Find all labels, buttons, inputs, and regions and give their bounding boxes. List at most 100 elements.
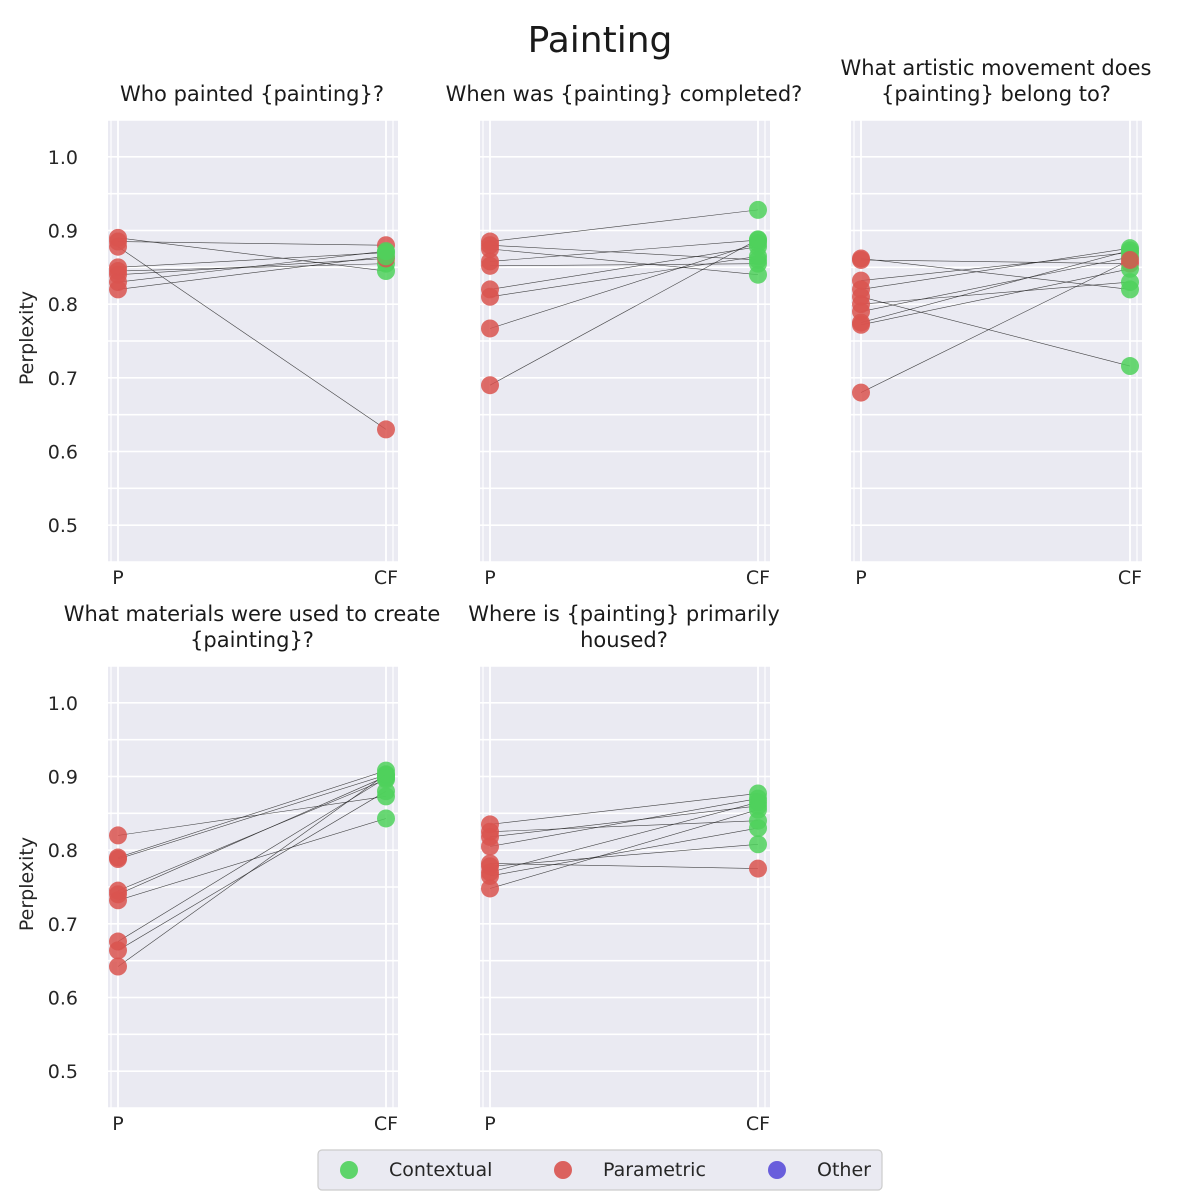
panel-title: Where is {painting} primarily bbox=[468, 602, 780, 626]
pair-line bbox=[489, 209, 759, 242]
pair-line bbox=[117, 776, 387, 895]
pair-line bbox=[489, 827, 759, 877]
pair-line bbox=[489, 793, 759, 825]
panels: Who painted {painting}? 0.5 0.6 0.7 0.8 0.9 1.… bbox=[16, 56, 1151, 1135]
pair-line bbox=[489, 239, 759, 386]
pair-line bbox=[117, 796, 387, 836]
point-p-parametric bbox=[109, 941, 127, 960]
point-cf-contextual bbox=[749, 835, 767, 854]
x-tick-label: P bbox=[112, 1113, 123, 1135]
point-p-parametric bbox=[109, 850, 127, 869]
legend-label-other: Other bbox=[817, 1159, 871, 1181]
legend-label-parametric: Parametric bbox=[603, 1159, 706, 1181]
y-tick-label: 0.5 bbox=[48, 515, 78, 537]
point-cf-parametric bbox=[749, 859, 767, 878]
y-tick-label: 0.7 bbox=[48, 914, 78, 936]
point-cf-contextual bbox=[749, 800, 767, 819]
x-tick-label: P bbox=[484, 1113, 495, 1135]
x-tick-label: CF bbox=[746, 1113, 770, 1135]
panel-title: When was {painting} completed? bbox=[446, 82, 803, 106]
pair-line bbox=[117, 774, 387, 860]
pair-line bbox=[117, 779, 387, 891]
point-p-parametric bbox=[481, 319, 499, 338]
point-p-parametric bbox=[481, 879, 499, 898]
point-p-parametric bbox=[109, 891, 127, 910]
y-axis-label: Perplexity bbox=[16, 291, 38, 385]
pair-line bbox=[117, 263, 387, 272]
point-cf-parametric bbox=[1121, 250, 1139, 269]
point-cf-contextual bbox=[1121, 273, 1139, 292]
x-tick-label: CF bbox=[374, 567, 398, 589]
y-tick-label: 0.7 bbox=[48, 368, 78, 390]
pair-line bbox=[489, 863, 759, 869]
point-p-parametric bbox=[481, 256, 499, 275]
point-p-parametric bbox=[109, 280, 127, 299]
panel-title: Who painted {painting}? bbox=[120, 82, 384, 106]
point-p-parametric bbox=[481, 837, 499, 856]
pair-line bbox=[489, 809, 759, 889]
point-cf-contextual bbox=[1121, 357, 1139, 376]
x-tick-label: P bbox=[112, 567, 123, 589]
point-p-parametric bbox=[852, 383, 870, 402]
point-p-parametric bbox=[852, 250, 870, 269]
legend-marker-other bbox=[768, 1161, 786, 1179]
pair-line bbox=[117, 250, 387, 283]
y-axis-label: Perplexity bbox=[16, 837, 38, 931]
x-tick-label: CF bbox=[374, 1113, 398, 1135]
pair-line bbox=[860, 258, 1131, 290]
point-cf-contextual bbox=[377, 782, 395, 801]
y-tick-label: 0.9 bbox=[48, 767, 78, 789]
pair-line bbox=[117, 774, 387, 967]
point-cf-contextual bbox=[377, 247, 395, 266]
pair-line bbox=[489, 255, 759, 298]
panel-4: What materials were used to create{paint… bbox=[16, 602, 440, 1135]
point-p-parametric bbox=[481, 376, 499, 395]
y-tick-label: 0.9 bbox=[48, 221, 78, 243]
panel-2: When was {painting} completed? P CF bbox=[446, 82, 803, 589]
panel-title: {painting}? bbox=[190, 628, 314, 652]
pair-line bbox=[860, 268, 1131, 326]
pair-line bbox=[860, 281, 1131, 305]
pair-line bbox=[489, 805, 759, 838]
pair-line bbox=[117, 255, 387, 290]
pair-line bbox=[489, 843, 759, 867]
pair-line bbox=[860, 259, 1131, 393]
point-p-parametric bbox=[109, 957, 127, 976]
point-p-parametric bbox=[109, 826, 127, 845]
pair-line bbox=[489, 239, 759, 262]
pair-line bbox=[117, 777, 387, 942]
y-tick-label: 1.0 bbox=[48, 693, 78, 715]
pair-line bbox=[117, 237, 387, 272]
pair-line bbox=[489, 801, 759, 873]
legend: Contextual Parametric Other bbox=[317, 1149, 883, 1191]
x-tick-label: P bbox=[855, 567, 866, 589]
pair-line bbox=[860, 247, 1131, 290]
pair-line bbox=[489, 242, 759, 329]
panel-title: What artistic movement does bbox=[841, 56, 1152, 80]
pair-line bbox=[860, 252, 1131, 281]
legend-label-contextual: Contextual bbox=[389, 1159, 492, 1181]
pair-line bbox=[489, 248, 759, 275]
legend-box bbox=[317, 1149, 883, 1191]
point-p-parametric bbox=[852, 315, 870, 334]
figure-title: Painting bbox=[528, 20, 673, 61]
point-cf-contextual bbox=[749, 819, 767, 838]
y-tick-label: 0.6 bbox=[48, 442, 78, 464]
x-tick-label: CF bbox=[1118, 567, 1142, 589]
point-p-parametric bbox=[109, 237, 127, 256]
pair-line bbox=[489, 798, 759, 847]
y-tick-label: 0.8 bbox=[48, 294, 78, 316]
legend-marker-parametric bbox=[554, 1161, 572, 1179]
y-tick-label: 0.6 bbox=[48, 988, 78, 1010]
point-cf-contextual bbox=[377, 809, 395, 828]
pair-line bbox=[117, 818, 387, 901]
point-cf-parametric bbox=[377, 420, 395, 439]
x-tick-label: P bbox=[484, 567, 495, 589]
y-tick-label: 0.8 bbox=[48, 840, 78, 862]
y-tick-label: 0.5 bbox=[48, 1061, 78, 1083]
legend-marker-contextual bbox=[340, 1161, 358, 1179]
point-cf-contextual bbox=[749, 200, 767, 219]
point-cf-contextual bbox=[749, 247, 767, 266]
